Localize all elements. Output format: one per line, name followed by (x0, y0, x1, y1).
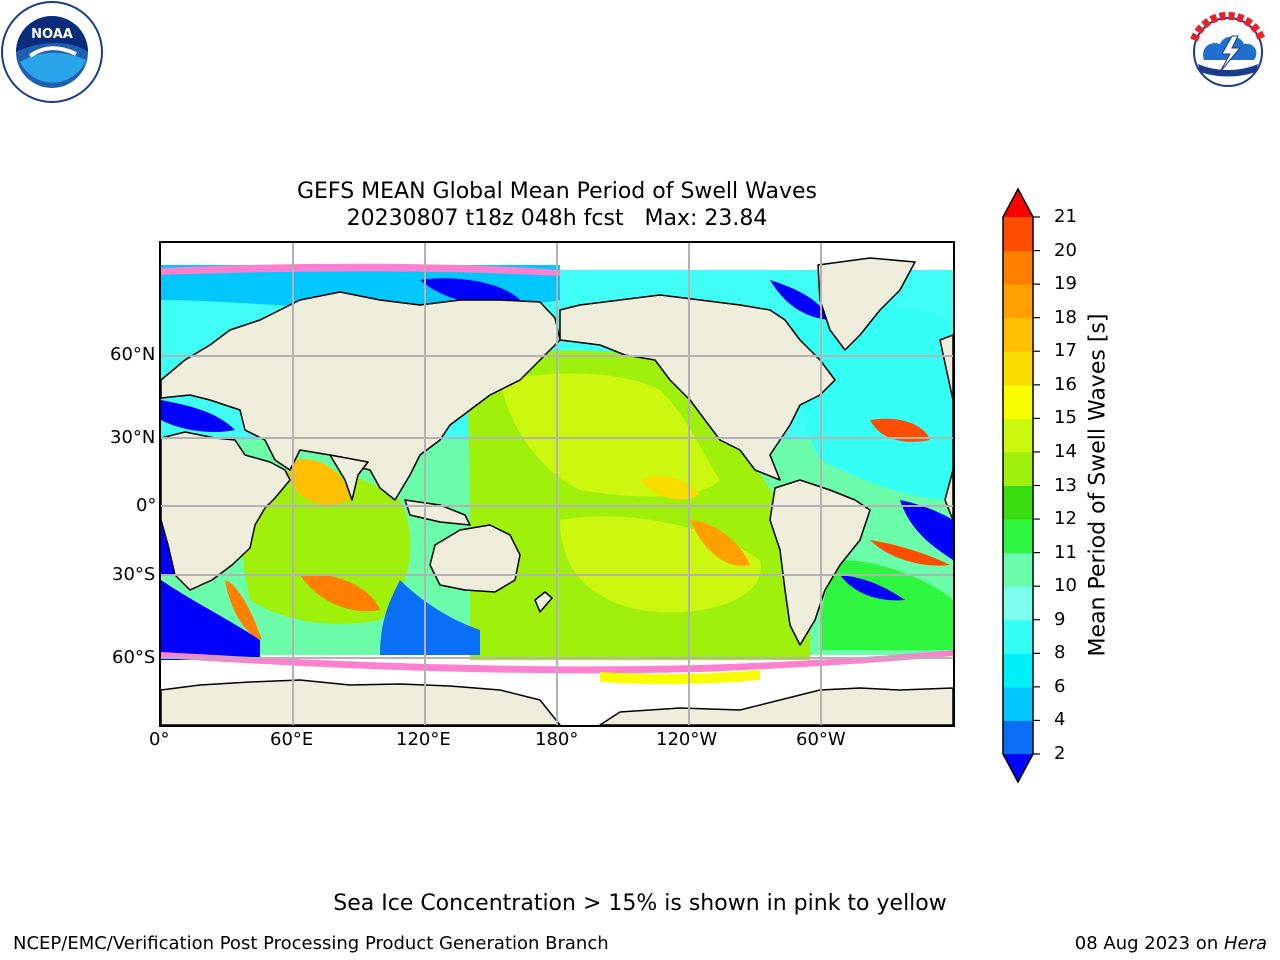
colorbar-tick-label: 4 (1054, 709, 1066, 731)
colorbar-segment (1003, 653, 1033, 688)
colorbar-segment (1003, 619, 1033, 654)
lat-tick-0: 0° (136, 495, 157, 516)
noaa-logo: NOAA (1, 1, 103, 103)
footer-credit: NCEP/EMC/Verification Post Processing Pr… (13, 933, 609, 954)
lon-tick-180: 180° (535, 729, 579, 750)
colorbar-segment (1003, 552, 1033, 587)
colorbar-segment (1003, 384, 1033, 419)
colorbar-tick-label: 19 (1054, 273, 1077, 295)
sea-ice-note: Sea Ice Concentration > 15% is shown in … (333, 891, 947, 916)
colorbar-tick-label: 17 (1054, 340, 1077, 362)
colorbar-segment (1003, 250, 1033, 285)
colorbar-tick-label: 9 (1054, 608, 1066, 630)
map-frame (159, 241, 955, 727)
colorbar-tick-label: 12 (1054, 508, 1077, 530)
plot-title: GEFS MEAN Global Mean Period of Swell Wa… (296, 179, 817, 204)
lat-tick-60n: 60°N (110, 344, 156, 365)
colorbar-segment (1003, 485, 1033, 520)
noaa-logo-text: NOAA (31, 27, 73, 42)
colorbar-tick-label: 13 (1054, 474, 1077, 496)
colorbar-segment (1003, 686, 1033, 721)
colorbar (1002, 187, 1040, 784)
lon-tick-0: 0° (149, 729, 170, 750)
colorbar-segment (1003, 720, 1033, 755)
colorbar-tick-label: 2 (1054, 743, 1066, 764)
colorbar-segment (1003, 351, 1033, 386)
colorbar-tick-label: 18 (1054, 306, 1077, 328)
footer-machine: Hera (1223, 933, 1267, 954)
colorbar-segment (1003, 284, 1033, 319)
lon-tick-120e: 120°E (396, 729, 451, 750)
plot-subtitle: 20230807 t18z 048h fcst Max: 23.84 (346, 206, 768, 231)
lon-tick-60w: 60°W (796, 729, 846, 750)
colorbar-segment (1003, 217, 1033, 252)
colorbar-over-arrow (1003, 189, 1033, 217)
colorbar-under-arrow (1003, 754, 1033, 782)
colorbar-segment (1003, 451, 1033, 486)
colorbar-segment (1003, 519, 1033, 554)
colorbar-tick-label: 15 (1054, 407, 1077, 429)
colorbar-tick-label: 20 (1054, 239, 1077, 261)
lon-tick-120w: 120°W (656, 729, 718, 750)
footer-date: 08 Aug 2023 on Hera (1074, 933, 1267, 954)
nws-logo (1178, 2, 1278, 102)
colorbar-tick-label: 10 (1054, 575, 1077, 597)
colorbar-tick-label: 16 (1054, 373, 1077, 395)
colorbar-tick-label: 8 (1054, 642, 1066, 664)
colorbar-tick-label: 21 (1054, 206, 1077, 227)
colorbar-segment (1003, 418, 1033, 453)
colorbar-tick-label: 6 (1054, 675, 1066, 697)
colorbar-segment (1003, 317, 1033, 352)
lat-tick-30n: 30°N (110, 427, 156, 448)
lat-tick-60s: 60°S (112, 647, 156, 668)
lon-tick-60e: 60°E (270, 729, 314, 750)
lat-tick-30s: 30°S (112, 564, 156, 585)
colorbar-tick-label: 11 (1054, 541, 1077, 563)
colorbar-segment (1003, 586, 1033, 621)
gridlines (161, 243, 953, 725)
colorbar-tick-label: 14 (1054, 440, 1077, 462)
